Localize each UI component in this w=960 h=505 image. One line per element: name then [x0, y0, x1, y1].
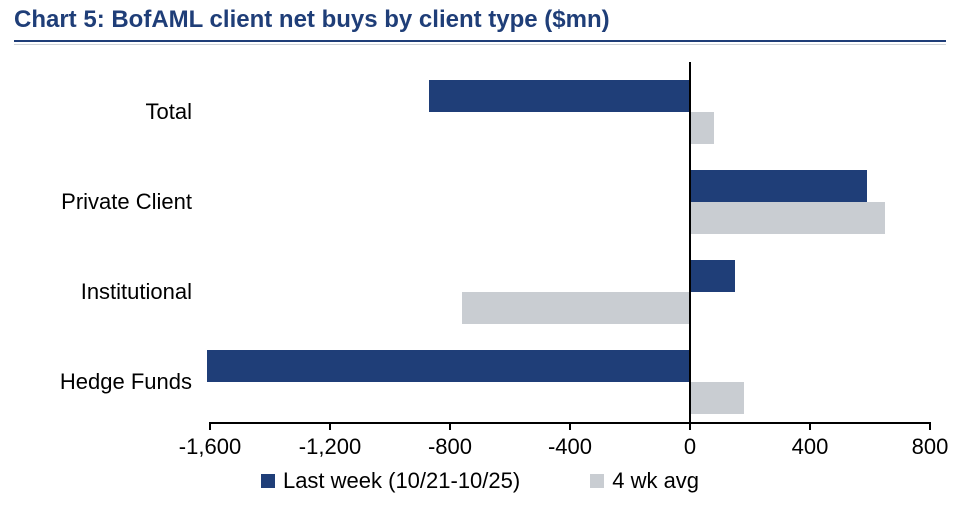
bar-4-wk-avg — [690, 112, 714, 144]
x-tick-label: -1,200 — [299, 434, 361, 460]
x-tick-label: 400 — [792, 434, 829, 460]
title-rule-primary — [14, 40, 946, 42]
legend: Last week (10/21-10/25) 4 wk avg — [0, 468, 960, 494]
category-label: Institutional — [0, 279, 192, 305]
legend-item: 4 wk avg — [590, 468, 699, 494]
plot-area — [210, 62, 930, 422]
x-tick-label: -800 — [428, 434, 472, 460]
legend-label: 4 wk avg — [612, 468, 699, 494]
bar-4-wk-avg — [690, 382, 744, 414]
x-tick-label: -1,600 — [179, 434, 241, 460]
x-tick — [809, 422, 811, 430]
legend-swatch — [590, 474, 604, 488]
x-tick — [689, 422, 691, 430]
x-tick — [449, 422, 451, 430]
category-label: Total — [0, 99, 192, 125]
category-label: Hedge Funds — [0, 369, 192, 395]
x-tick — [569, 422, 571, 430]
legend-item: Last week (10/21-10/25) — [261, 468, 520, 494]
x-tick — [329, 422, 331, 430]
legend-swatch — [261, 474, 275, 488]
x-tick-label: 0 — [684, 434, 696, 460]
zero-axis — [689, 62, 691, 422]
legend-label: Last week (10/21-10/25) — [283, 468, 520, 494]
chart-title: Chart 5: BofAML client net buys by clien… — [14, 6, 610, 34]
x-tick — [209, 422, 211, 430]
bar-last-week-10-21-10-25- — [690, 170, 867, 202]
bar-last-week-10-21-10-25- — [429, 80, 690, 112]
category-label: Private Client — [0, 189, 192, 215]
x-tick-label: -400 — [548, 434, 592, 460]
x-tick — [929, 422, 931, 430]
bar-4-wk-avg — [690, 202, 885, 234]
bar-last-week-10-21-10-25- — [207, 350, 690, 382]
x-tick-label: 800 — [912, 434, 949, 460]
bar-4-wk-avg — [462, 292, 690, 324]
chart-container: { "chart": { "type": "bar-horizontal-gro… — [0, 0, 960, 505]
bar-last-week-10-21-10-25- — [690, 260, 735, 292]
title-rule-secondary — [14, 44, 946, 45]
